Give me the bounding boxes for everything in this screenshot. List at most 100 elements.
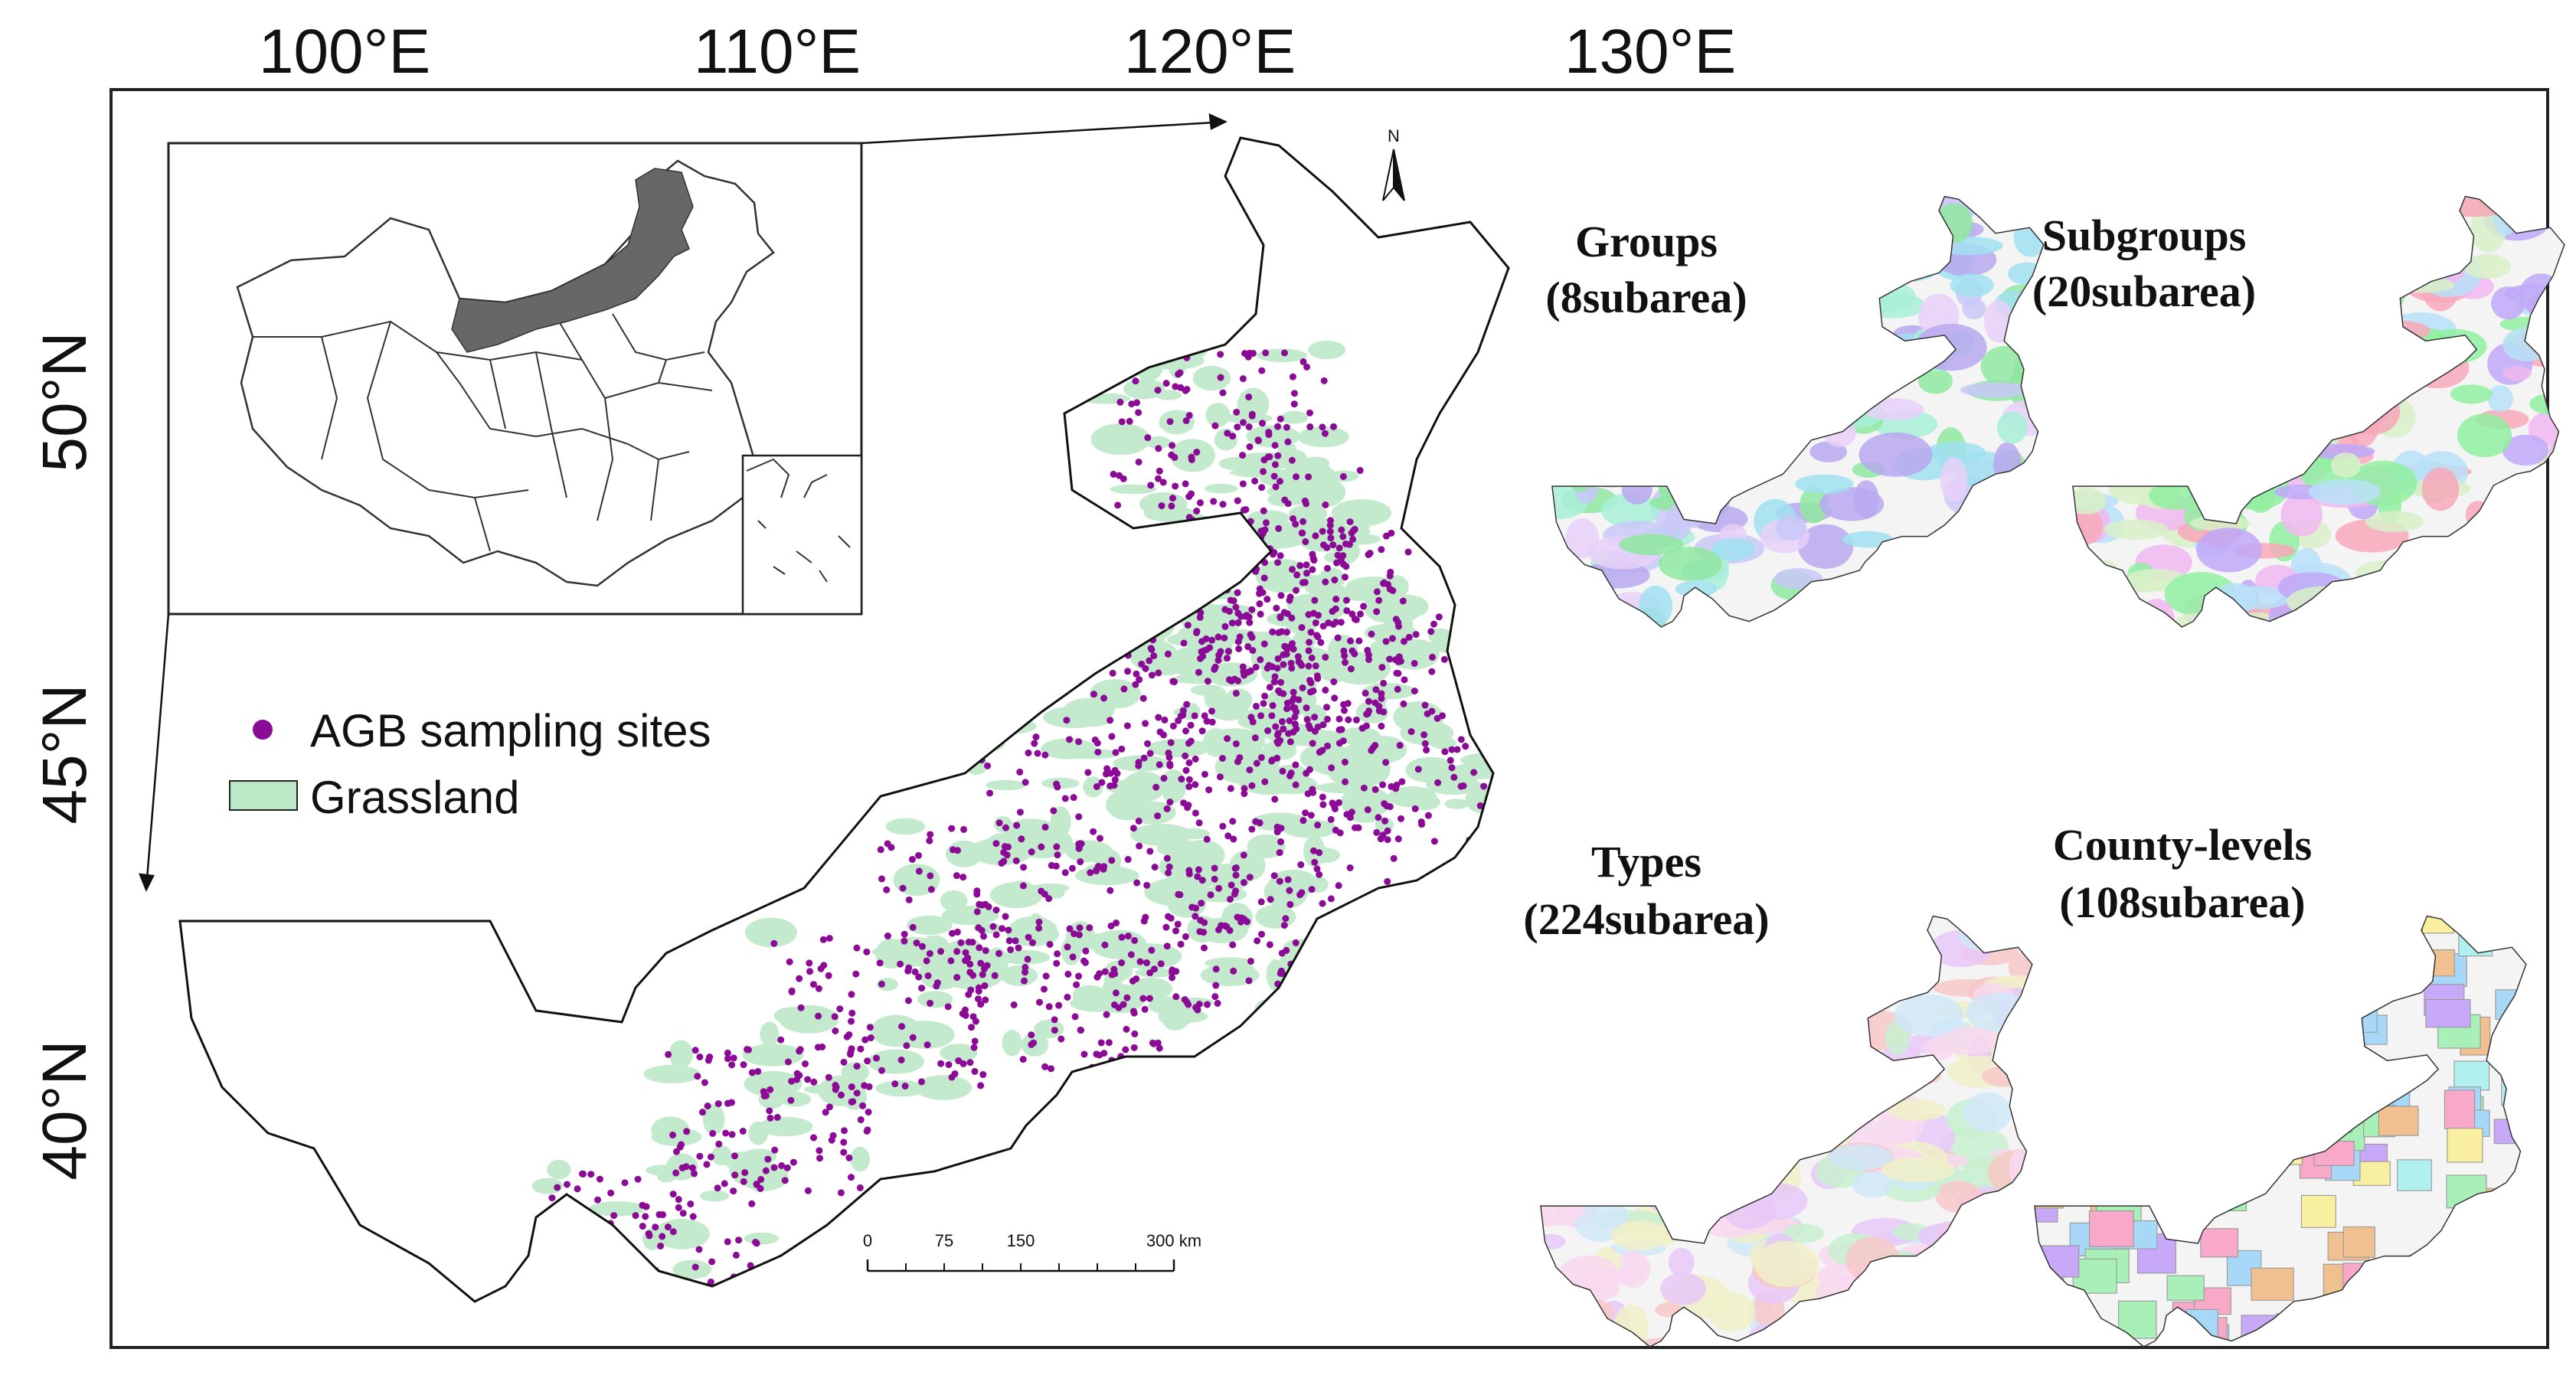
sampling-site xyxy=(873,1054,881,1062)
sampling-site xyxy=(1362,689,1369,697)
sampling-site xyxy=(1224,430,1231,437)
sampling-site xyxy=(1164,650,1172,658)
county-patch xyxy=(2212,1074,2255,1112)
sampling-site xyxy=(1214,656,1222,664)
subarea-patch xyxy=(2529,317,2565,356)
legend-grassland-swatch xyxy=(229,780,298,811)
sampling-site xyxy=(1257,656,1264,664)
grassland-patch xyxy=(540,1309,595,1333)
sampling-site xyxy=(1187,737,1195,745)
subarea-patch xyxy=(2016,517,2044,550)
sampling-site xyxy=(1240,506,1247,514)
sampling-site xyxy=(1107,782,1114,789)
sampling-site xyxy=(1285,730,1293,737)
county-patch xyxy=(2081,1119,2125,1160)
subarea-patch xyxy=(2289,423,2326,450)
sampling-site xyxy=(563,1181,570,1188)
sampling-site xyxy=(992,840,1000,848)
sampling-site xyxy=(1196,499,1204,507)
sampling-site xyxy=(773,1113,781,1121)
subarea-patch xyxy=(1853,975,1878,1015)
subarea-patch xyxy=(2312,196,2380,237)
subarea-patch xyxy=(2514,508,2541,552)
subarea-patch xyxy=(2019,1027,2032,1049)
subarea-patch xyxy=(2359,253,2404,270)
sampling-site xyxy=(1131,1030,1139,1037)
sampling-site xyxy=(1303,716,1311,724)
sampling-site xyxy=(1311,858,1319,866)
sampling-site xyxy=(1351,650,1358,658)
sampling-site xyxy=(1273,604,1280,612)
sampling-site xyxy=(1332,826,1339,834)
sampling-site xyxy=(634,1175,642,1183)
sampling-site xyxy=(1097,1039,1105,1047)
sampling-site xyxy=(1113,920,1120,927)
county-patch xyxy=(2037,1142,2084,1171)
subarea-patch xyxy=(2393,602,2457,628)
sampling-site xyxy=(1290,694,1298,702)
subarea-patch xyxy=(1768,916,1836,952)
sampling-site xyxy=(971,1067,979,1075)
sampling-site xyxy=(857,1045,865,1053)
sampling-site xyxy=(1334,915,1342,923)
sampling-site xyxy=(1311,727,1319,735)
sampling-site xyxy=(1239,452,1247,459)
grassland-patch xyxy=(1041,777,1080,789)
sampling-site xyxy=(1273,754,1281,762)
subarea-patch xyxy=(1540,1151,1564,1169)
subarea-patch xyxy=(1819,487,1885,521)
panel-subtitle-county-levels: (108subarea) xyxy=(2059,877,2305,927)
sampling-site xyxy=(1032,733,1040,741)
sampling-site xyxy=(722,1129,730,1137)
county-patch xyxy=(2122,1028,2155,1061)
sampling-site xyxy=(1071,1013,1079,1021)
sampling-site xyxy=(1154,1039,1162,1047)
sampling-site xyxy=(1296,659,1304,667)
sampling-site xyxy=(1192,913,1199,920)
subarea-patch xyxy=(1754,1241,1819,1288)
subarea-patch xyxy=(1667,403,1702,437)
sampling-site xyxy=(665,1050,672,1058)
subarea-patch xyxy=(1996,411,2028,444)
subarea-patch xyxy=(1917,368,1953,394)
sampling-site xyxy=(1288,566,1296,573)
sampling-site xyxy=(1025,933,1032,941)
subarea-patch xyxy=(2329,307,2392,344)
panel-subtitle-subgroups: (20subarea) xyxy=(2032,266,2256,316)
subarea-patch xyxy=(1608,1135,1644,1161)
subarea-patch xyxy=(2149,314,2212,348)
sampling-site xyxy=(1434,779,1442,786)
sampling-site xyxy=(1219,822,1227,830)
subarea-patch xyxy=(1741,945,1812,987)
sampling-site xyxy=(1233,408,1241,416)
sampling-site xyxy=(1324,742,1332,750)
sampling-site xyxy=(691,1170,698,1178)
sampling-site xyxy=(861,1082,868,1089)
subarea-patch xyxy=(2320,279,2364,296)
sampling-site xyxy=(1051,1027,1058,1034)
subarea-patch xyxy=(1798,286,1824,332)
sampling-site xyxy=(1098,779,1106,786)
sampling-site xyxy=(1265,661,1273,669)
sampling-site xyxy=(944,1003,952,1011)
sampling-site xyxy=(1133,399,1141,407)
subarea-patch xyxy=(1749,976,1822,1013)
sampling-site xyxy=(1400,638,1407,645)
subarea-patch xyxy=(1880,240,1920,257)
sampling-site xyxy=(1450,773,1458,781)
sampling-site xyxy=(857,1116,865,1124)
sampling-site xyxy=(815,985,822,992)
sampling-site xyxy=(1150,965,1158,973)
sampling-site xyxy=(1010,1001,1018,1008)
sampling-site xyxy=(1035,924,1043,932)
sampling-site xyxy=(1028,848,1035,856)
sampling-site xyxy=(1286,900,1294,908)
sampling-site xyxy=(1271,673,1279,681)
grassland-patch xyxy=(1244,631,1293,653)
subarea-patch xyxy=(1650,1197,1695,1214)
sampling-site xyxy=(1375,926,1383,933)
subarea-patch xyxy=(1950,273,1994,297)
subarea-patch xyxy=(1819,1051,1851,1086)
sampling-site xyxy=(1248,825,1256,833)
grassland-patch xyxy=(714,1308,751,1336)
